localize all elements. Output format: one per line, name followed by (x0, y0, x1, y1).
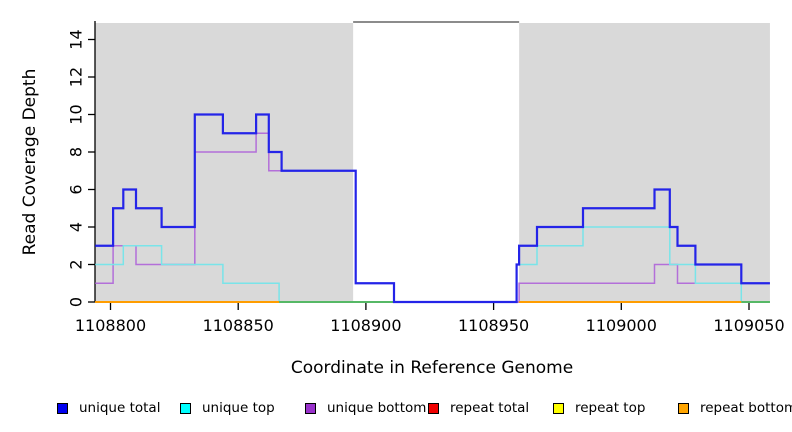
legend-label: unique total (79, 400, 161, 416)
legend-label: repeat total (450, 400, 530, 416)
legend-item-repeat-bottom: repeat bottom (678, 398, 792, 418)
shaded-region (94, 23, 354, 302)
legend-label: unique bottom (327, 400, 427, 416)
y-tick-label: 4 (67, 222, 86, 232)
legend-item-repeat-top: repeat top (553, 398, 645, 418)
y-tick-label: 0 (67, 297, 86, 307)
x-tick-label: 1108900 (330, 316, 401, 335)
x-axis-title: Coordinate in Reference Genome (290, 358, 574, 378)
legend-label: unique top (202, 400, 275, 416)
y-tick-label: 12 (67, 67, 86, 87)
y-tick-label: 6 (67, 184, 86, 194)
legend-swatch-unique-bottom (305, 402, 316, 414)
legend-swatch-repeat-total (428, 402, 439, 414)
shaded-region (519, 23, 770, 302)
legend-item-unique-top: unique top (180, 398, 275, 418)
x-tick-label: 1108800 (75, 316, 146, 335)
y-tick-label: 10 (67, 104, 86, 124)
x-tick-label: 1109000 (586, 316, 657, 335)
legend-item-unique-bottom: unique bottom (305, 398, 426, 418)
y-axis-title: Read Coverage Depth (20, 68, 40, 256)
series-unique-total-line (95, 113, 770, 304)
y-tick-label: 8 (67, 147, 86, 157)
legend: unique total unique top unique bottom repea… (0, 398, 792, 420)
x-tick-label: 1108850 (203, 316, 274, 335)
series-unique-top-line (95, 226, 770, 303)
legend-swatch-repeat-top (553, 402, 564, 414)
legend-swatch-unique-top (180, 402, 191, 414)
legend-item-unique-total: unique total (57, 398, 160, 418)
legend-swatch-repeat-bottom (678, 402, 689, 414)
x-tick-label: 1109050 (713, 316, 784, 335)
x-tick-label: 1108950 (458, 316, 529, 335)
legend-label: repeat top (575, 400, 646, 416)
y-tick-label: 14 (67, 29, 86, 49)
legend-item-repeat-total: repeat total (428, 398, 529, 418)
legend-label: repeat bottom (700, 400, 792, 416)
y-tick-label: 2 (67, 259, 86, 269)
legend-swatch-unique-total (57, 402, 68, 414)
